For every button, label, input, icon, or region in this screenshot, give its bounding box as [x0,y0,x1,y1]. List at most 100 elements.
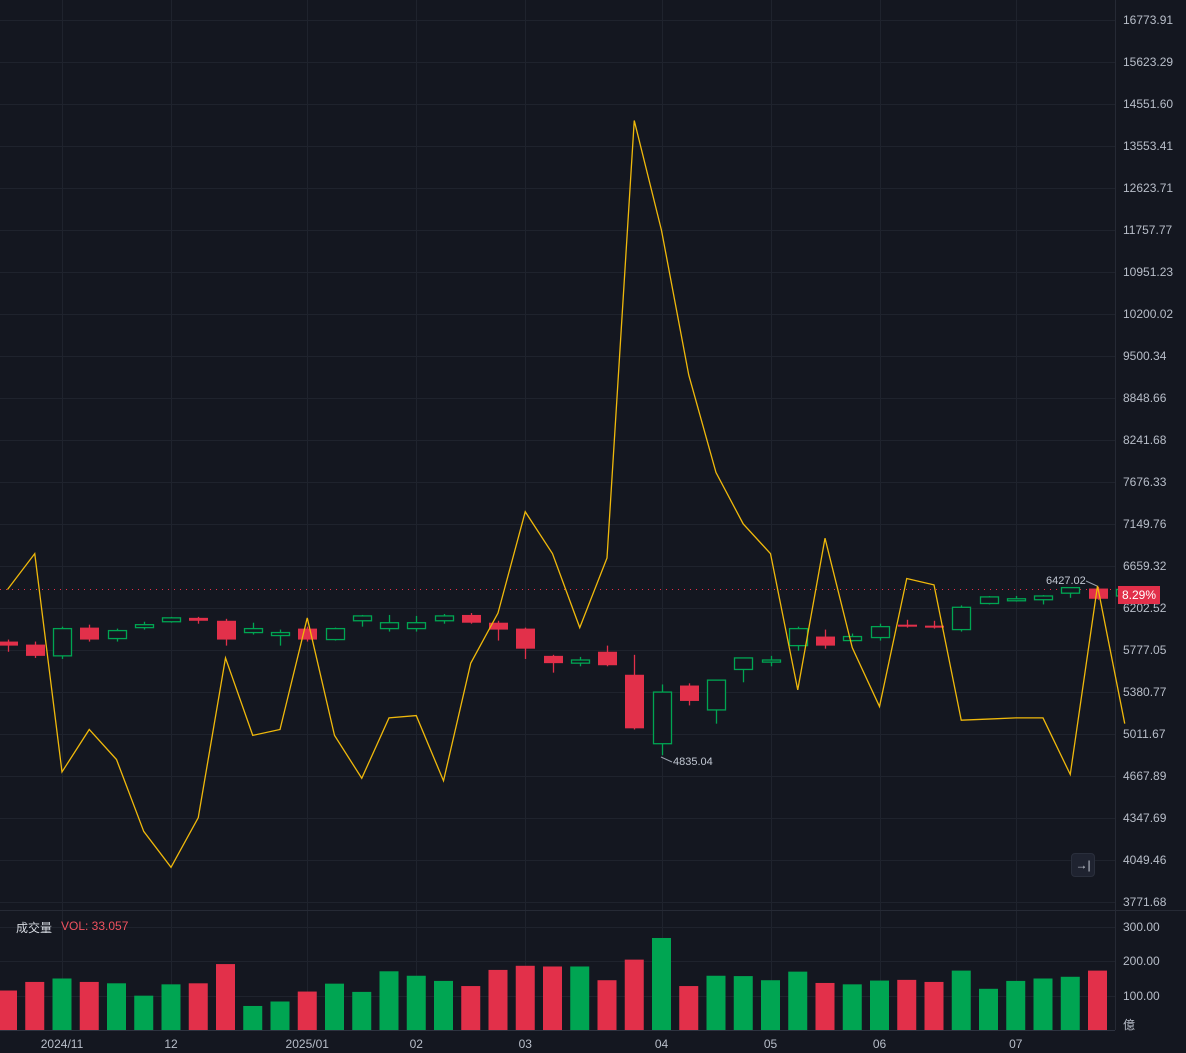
candle-up [951,606,972,631]
volume-value: VOL: 33.057 [61,919,129,933]
volume-title: 成交量 [16,921,53,935]
time-tick-label: 03 [518,1037,532,1051]
candle-down [489,622,508,630]
price-tick-label: 5380.77 [1123,684,1167,699]
volume-bar [870,980,889,1030]
volume-tick-label: 100.00 [1123,988,1160,1003]
candle-up [406,622,427,630]
arrow-to-bar-icon: →| [1075,858,1091,872]
price-tick-label: 16773.91 [1123,13,1174,27]
volume-bar [161,984,181,1030]
candle-down [598,651,617,666]
price-tick-label: 5011.67 [1123,726,1166,741]
volume-bar [325,983,344,1030]
price-tick-label: 10951.23 [1123,265,1174,279]
volume-bar [1060,976,1080,1030]
candle-up [1006,598,1027,602]
price-tick-label: 14551.60 [1123,96,1174,111]
price-tick-label: 11757.77 [1123,222,1173,237]
price-tick-label: 5777.05 [1123,643,1167,657]
candle-up [788,627,809,647]
volume-bar [597,980,617,1030]
candle-down [516,628,535,649]
candle-up [352,615,373,622]
time-tick-label: 2024/11 [40,1037,84,1051]
price-tick-label: 4347.69 [1123,811,1167,825]
candle-down [80,627,99,640]
volume-bar [624,959,644,1030]
candle-up [243,627,264,634]
volume-bar [188,983,208,1030]
volume-bar [107,983,126,1030]
candle-up [379,622,400,630]
candle-up [1060,586,1081,594]
price-tick-label: 7149.76 [1123,517,1167,531]
volume-bar [515,965,535,1030]
volume-bar [52,978,72,1030]
time-tick-label: 12 [164,1037,178,1051]
time-tick-label: 06 [872,1037,887,1051]
volume-bar [733,976,753,1030]
price-tick-label: 7676.33 [1123,475,1167,489]
volume-bar [815,982,835,1030]
volume-bar [761,980,780,1030]
volume-bar [297,991,317,1030]
candle-up [52,627,73,657]
volume-bar [379,971,399,1030]
price-tick-label: 9500.34 [1123,349,1167,363]
candle-up [761,659,782,663]
volume-bar [570,966,590,1030]
candle-down [0,641,18,646]
candle-up [270,631,291,637]
volume-bar [543,966,562,1030]
price-tick-label: 13553.41 [1123,139,1174,153]
candle-down [625,674,644,729]
candle-down [925,625,944,628]
volume-tick-label: 300.00 [1123,920,1160,934]
price-tick-label: 12623.71 [1123,180,1174,195]
time-tick-label: 04 [654,1037,669,1051]
candle-down [462,614,481,623]
candle-up [161,617,182,623]
price-tick-label: 8848.66 [1123,390,1167,405]
candle-up [870,625,891,639]
candle-up [570,659,591,664]
time-tick-label: 02 [409,1037,423,1051]
volume-bar [652,937,671,1030]
candle-down [298,628,317,640]
candle-up [107,629,128,640]
time-tick-label: 07 [1009,1037,1023,1051]
volume-bar [897,979,917,1030]
price-tick-label: 4049.46 [1123,852,1167,867]
volume-bar [1006,980,1026,1030]
volume-bar [679,986,699,1030]
candle-up [842,635,863,642]
candle-up [652,691,673,745]
candle-up [134,624,155,629]
price-tick-label: 15623.29 [1123,54,1174,69]
candle-up [325,627,346,641]
volume-bar [461,986,481,1030]
time-tick-label: 05 [763,1037,778,1051]
volume-bar [434,980,453,1030]
volume-bar [951,970,971,1030]
volume-bar [216,964,235,1030]
price-tick-label: 8241.68 [1123,432,1167,447]
candle-down [680,685,699,701]
volume-bar [134,995,154,1030]
volume-bar [406,975,426,1030]
candle-down [189,617,208,621]
volume-unit: 億 [1123,1018,1136,1032]
volume-bar [924,981,944,1030]
volume-tick-label: 200.00 [1123,954,1160,969]
volume-bar [1033,978,1053,1030]
volume-bar [79,981,99,1030]
volume-bar [1088,970,1107,1030]
time-tick-label: 2025/01 [285,1037,329,1051]
price-tick-label: 3771.68 [1123,895,1167,909]
volume-bar [0,990,17,1030]
volume-bar [488,969,508,1030]
price-tick-label: 6202.52 [1123,600,1167,615]
scroll-to-latest-button[interactable]: →| [1071,853,1095,877]
